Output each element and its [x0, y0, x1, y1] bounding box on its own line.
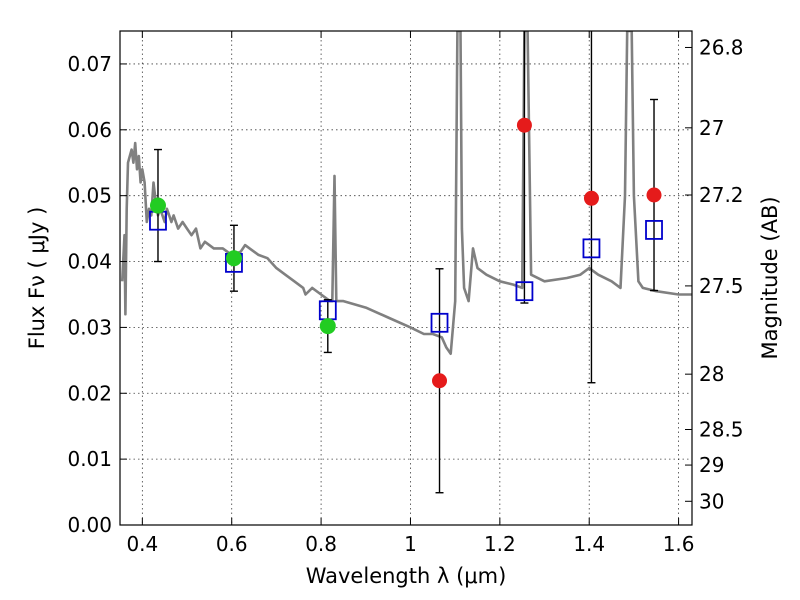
green-data-point — [225, 250, 242, 267]
right-axis-label: Magnitude (AB) — [758, 196, 782, 359]
right-tick-label: 29 — [699, 453, 724, 477]
x-tick-label: 0.4 — [126, 532, 158, 556]
red-data-point — [583, 190, 599, 206]
plot-frame — [119, 30, 693, 526]
right-tick-label: 27.5 — [699, 274, 744, 298]
x-axis-label: Wavelength λ (μm) — [306, 564, 507, 588]
y-tick-label: 0.05 — [67, 184, 112, 208]
x-tick-label: 1.4 — [573, 532, 605, 556]
red-data-point — [516, 117, 532, 133]
right-tick-label: 27.2 — [699, 183, 744, 207]
model-photometry-square — [582, 238, 601, 259]
right-tick-label: 26.8 — [699, 35, 744, 59]
right-tick-label: 30 — [699, 489, 724, 513]
x-tick-label: 0.6 — [216, 532, 248, 556]
spectrum-line — [120, 31, 692, 355]
y-tick-label: 0.01 — [67, 447, 112, 471]
y-tick-label: 0.00 — [67, 513, 112, 537]
spectrum — [120, 31, 692, 355]
model-photometry-square — [430, 312, 449, 333]
markers — [149, 117, 663, 389]
right-tick-label: 28.5 — [699, 417, 744, 441]
red-data-point — [432, 373, 448, 389]
model-photometry-square — [515, 281, 534, 302]
green-data-point — [319, 318, 336, 335]
y-tick-label: 0.02 — [67, 381, 112, 405]
x-tick-label: 1 — [404, 532, 417, 556]
x-tick-label: 1.6 — [663, 532, 695, 556]
green-data-point — [149, 197, 166, 214]
y-tick-label: 0.03 — [67, 315, 112, 339]
y-axis-label: Flux Fν ( μJy ) — [25, 207, 49, 350]
right-tick-label: 28 — [699, 362, 724, 386]
ticks: 0.4 0.6 0.8 1 1.2 1.4 1.6 0.00 0.01 0.02 0.03 0.04 0… — [67, 31, 744, 556]
y-tick-label: 0.07 — [67, 52, 112, 76]
y-tick-label: 0.04 — [67, 250, 112, 274]
right-tick-label: 27 — [699, 116, 724, 140]
x-tick-label: 0.8 — [305, 532, 337, 556]
y-tick-label: 0.06 — [67, 118, 112, 142]
model-photometry-square — [645, 220, 663, 240]
x-tick-label: 1.2 — [484, 532, 516, 556]
red-data-point — [646, 187, 662, 203]
